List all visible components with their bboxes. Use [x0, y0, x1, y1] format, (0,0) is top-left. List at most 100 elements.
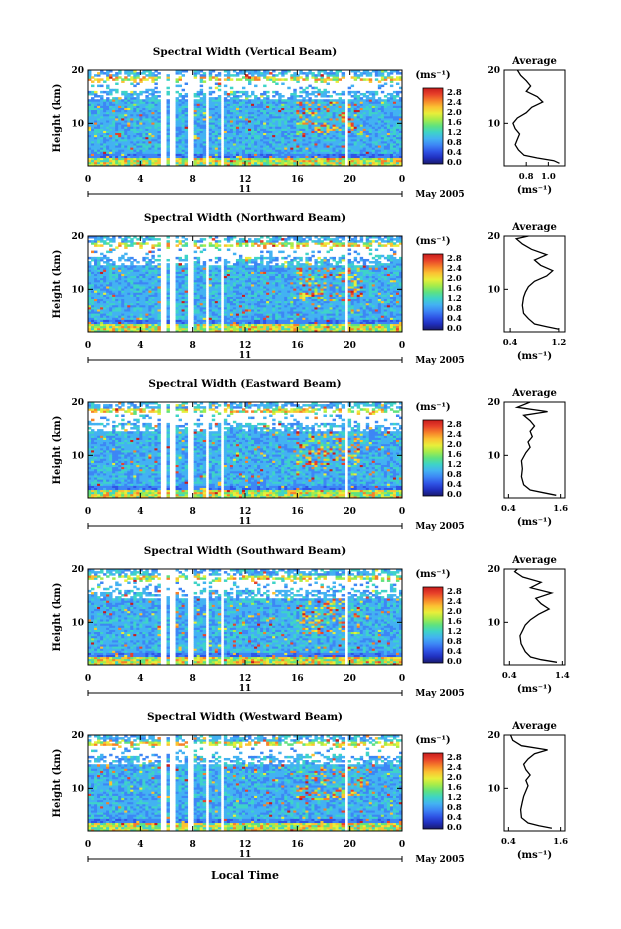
figure: Spectral Width (Vertical Beam) 20 10 Height…: [0, 0, 621, 929]
x-tick-label: 0: [399, 341, 405, 351]
colorbar-tick: 2.8: [447, 420, 462, 430]
average-y-tick: 20: [487, 731, 500, 741]
colorbar-tick: 0.8: [447, 304, 462, 314]
x-tick-label: 8: [190, 341, 196, 351]
panel-title: Spectral Width (Eastward Beam): [148, 378, 341, 390]
colorbar-unit: (ms⁻¹): [415, 569, 450, 580]
month-label: May 2005: [415, 855, 464, 865]
colorbar-tick: 2.8: [447, 587, 462, 597]
x-tick-label: 4: [137, 507, 143, 517]
x-tick-label: 0: [85, 674, 91, 684]
average-frame: [504, 402, 565, 498]
x-tick-label: 20: [343, 674, 356, 684]
x-tick-label: 4: [137, 674, 143, 684]
y-tick-label: 20: [71, 66, 84, 76]
x-axis-label: Local Time: [211, 869, 279, 882]
panel-4: Spectral Width (Westward Beam)2010Height…: [52, 711, 568, 865]
y-tick-label: 10: [71, 285, 84, 295]
colorbar-unit: (ms⁻¹): [415, 735, 450, 746]
month-label: May 2005: [415, 356, 464, 366]
month-label: May 2005: [415, 689, 464, 699]
day-label: 11: [239, 850, 252, 860]
average-y-tick: 10: [487, 285, 500, 295]
average-line: [515, 569, 557, 662]
x-tick-label: 8: [190, 674, 196, 684]
x-tick-label: 12: [239, 341, 252, 351]
y-axis-label: Height (km): [52, 250, 63, 319]
average-x-label: (ms⁻¹): [517, 850, 552, 861]
average-title: Average: [511, 388, 557, 399]
average-x-tick: 0.4: [501, 837, 516, 847]
colorbar-tick: 0.0: [447, 158, 462, 168]
x-tick-label: 0: [85, 341, 91, 351]
colorbar-unit: (ms⁻¹): [415, 402, 450, 413]
x-tick-label: 12: [239, 674, 252, 684]
colorbar-tick: 2.8: [447, 88, 462, 98]
colorbar: (ms⁻¹)2.82.42.01.61.20.80.40.0: [415, 236, 462, 334]
colorbar-tick: 1.6: [447, 450, 462, 460]
colorbar-tick: 0.4: [447, 647, 462, 657]
panel-title: Spectral Width (Vertical Beam): [153, 46, 337, 58]
colorbar-tick: 0.8: [447, 470, 462, 480]
x-tick-label: 8: [190, 507, 196, 517]
average-x-tick: 1.4: [555, 671, 570, 681]
average-x-tick: 1.6: [553, 837, 568, 847]
day-label: 11: [239, 517, 252, 527]
x-tick-label: 0: [85, 175, 91, 185]
colorbar-tick: 0.4: [447, 314, 462, 324]
y-axis-label: Height (km): [52, 749, 63, 818]
average-y-tick: 20: [487, 232, 500, 242]
colorbar-tick: 2.4: [447, 763, 462, 773]
y-tick-label: 10: [71, 119, 84, 129]
colorbar-tick: 1.6: [447, 617, 462, 627]
average-y-tick: 10: [487, 119, 500, 129]
heatmap: [88, 236, 402, 332]
average-title: Average: [511, 555, 557, 566]
x-tick-label: 4: [137, 341, 143, 351]
colorbar-bar: [423, 254, 443, 330]
x-tick-label: 0: [85, 507, 91, 517]
average-y-tick: 20: [487, 66, 500, 76]
colorbar-tick: 1.2: [447, 294, 462, 304]
heatmap: [88, 735, 402, 831]
average-title: Average: [511, 56, 557, 67]
colorbar: (ms⁻¹)2.82.42.01.61.20.80.40.0: [415, 569, 462, 667]
average-frame: [504, 735, 565, 831]
x-tick-label: 20: [343, 840, 356, 850]
x-tick-label: 8: [190, 175, 196, 185]
average-title: Average: [511, 222, 557, 233]
colorbar-bar: [423, 420, 443, 496]
x-tick-label: 8: [190, 840, 196, 850]
x-tick-label: 0: [399, 840, 405, 850]
day-label: 11: [239, 351, 252, 361]
average-line: [511, 735, 552, 828]
colorbar-unit: (ms⁻¹): [415, 70, 450, 81]
colorbar-tick: 0.4: [447, 813, 462, 823]
colorbar-tick: 1.2: [447, 793, 462, 803]
heatmap: [88, 70, 402, 166]
x-tick-label: 12: [239, 507, 252, 517]
colorbar: (ms⁻¹)2.82.42.01.61.20.80.40.0: [415, 402, 462, 500]
x-tick-label: 12: [239, 175, 252, 185]
month-label: May 2005: [415, 522, 464, 532]
colorbar-tick: 1.6: [447, 118, 462, 128]
heatmap: [88, 569, 402, 665]
y-axis-label: Height (km): [52, 416, 63, 485]
colorbar-bar: [423, 88, 443, 164]
panel-title: Spectral Width (Southward Beam): [144, 545, 346, 557]
average-x-label: (ms⁻¹): [517, 517, 552, 528]
colorbar-tick: 0.0: [447, 490, 462, 500]
y-tick-label: 20: [71, 398, 84, 408]
x-tick-label: 20: [343, 175, 356, 185]
colorbar-tick: 1.6: [447, 783, 462, 793]
panel-2: Spectral Width (Eastward Beam)2010Height…: [52, 378, 568, 532]
average-y-tick: 10: [487, 618, 500, 628]
colorbar-tick: 2.0: [447, 274, 462, 284]
colorbar-tick: 2.8: [447, 753, 462, 763]
panels: Spectral Width (Vertical Beam) 20 10 Height…: [52, 46, 570, 865]
colorbar-tick: 2.0: [447, 108, 462, 118]
x-tick-label: 0: [399, 507, 405, 517]
